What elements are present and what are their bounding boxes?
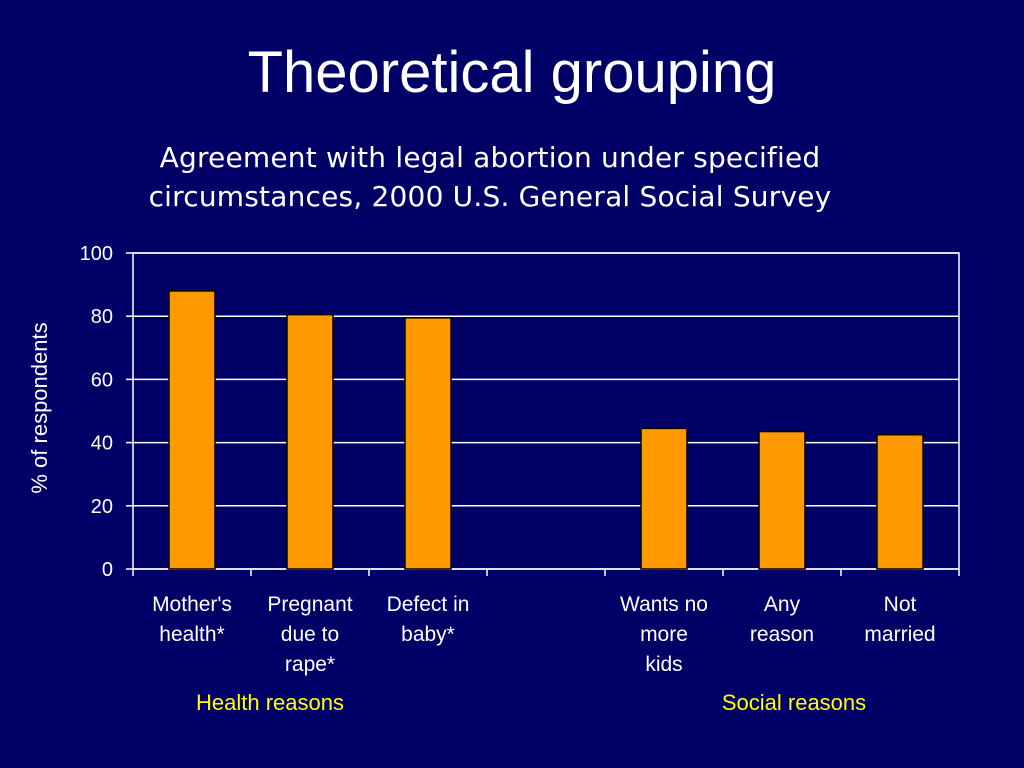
x-category-label: Not married (864, 593, 935, 646)
chart-title: Agreement with legal abortion under spec… (90, 138, 890, 216)
plot-area-frame (132, 252, 960, 570)
x-category-label-line: Wants no (620, 593, 708, 616)
x-category-label: Wants no more kids (620, 593, 708, 676)
x-category-label-line: due to (281, 623, 339, 646)
group-label-health: Health reasons (196, 690, 344, 715)
y-tick-label: 60 (91, 369, 113, 391)
y-tick-label: 80 (91, 306, 113, 328)
x-category-label-line: married (864, 623, 935, 646)
bar (758, 430, 806, 570)
y-tick-label: 40 (91, 433, 113, 455)
x-category-label: Mother's health* (152, 593, 232, 646)
x-category-label: Any reason (750, 593, 814, 646)
bar (640, 427, 688, 570)
x-category-label-line: Mother's (152, 593, 232, 616)
x-category-label-line: kids (645, 653, 682, 676)
bar (168, 290, 216, 570)
x-category-label-line: Any (764, 593, 801, 616)
x-category-label: Pregnant due to rape* (267, 593, 352, 676)
x-category-label-line: health* (159, 623, 224, 646)
x-category-label: Defect in baby* (387, 593, 470, 646)
y-axis-label: % of respondents (27, 322, 52, 494)
x-category-label-line: more (640, 623, 688, 646)
x-category-label-line: reason (750, 623, 814, 646)
bar (286, 313, 334, 570)
bar (876, 433, 924, 570)
chart-title-line-2: circumstances, 2000 U.S. General Social … (148, 180, 832, 213)
y-tick-label: 100 (80, 243, 113, 265)
group-label-social: Social reasons (721, 690, 867, 715)
x-category-label-line: baby* (401, 623, 455, 646)
x-category-label-line: Not (884, 593, 917, 616)
x-category-label-line: rape* (285, 653, 335, 676)
bar (404, 317, 452, 570)
chart-title-line-1: Agreement with legal abortion under spec… (159, 141, 821, 174)
x-category-label-line: Defect in (387, 593, 470, 616)
slide-title: Theoretical grouping (247, 40, 777, 105)
x-category-label-line: Pregnant (267, 593, 352, 616)
y-tick-label: 20 (91, 496, 113, 518)
y-tick-label: 0 (102, 559, 113, 581)
